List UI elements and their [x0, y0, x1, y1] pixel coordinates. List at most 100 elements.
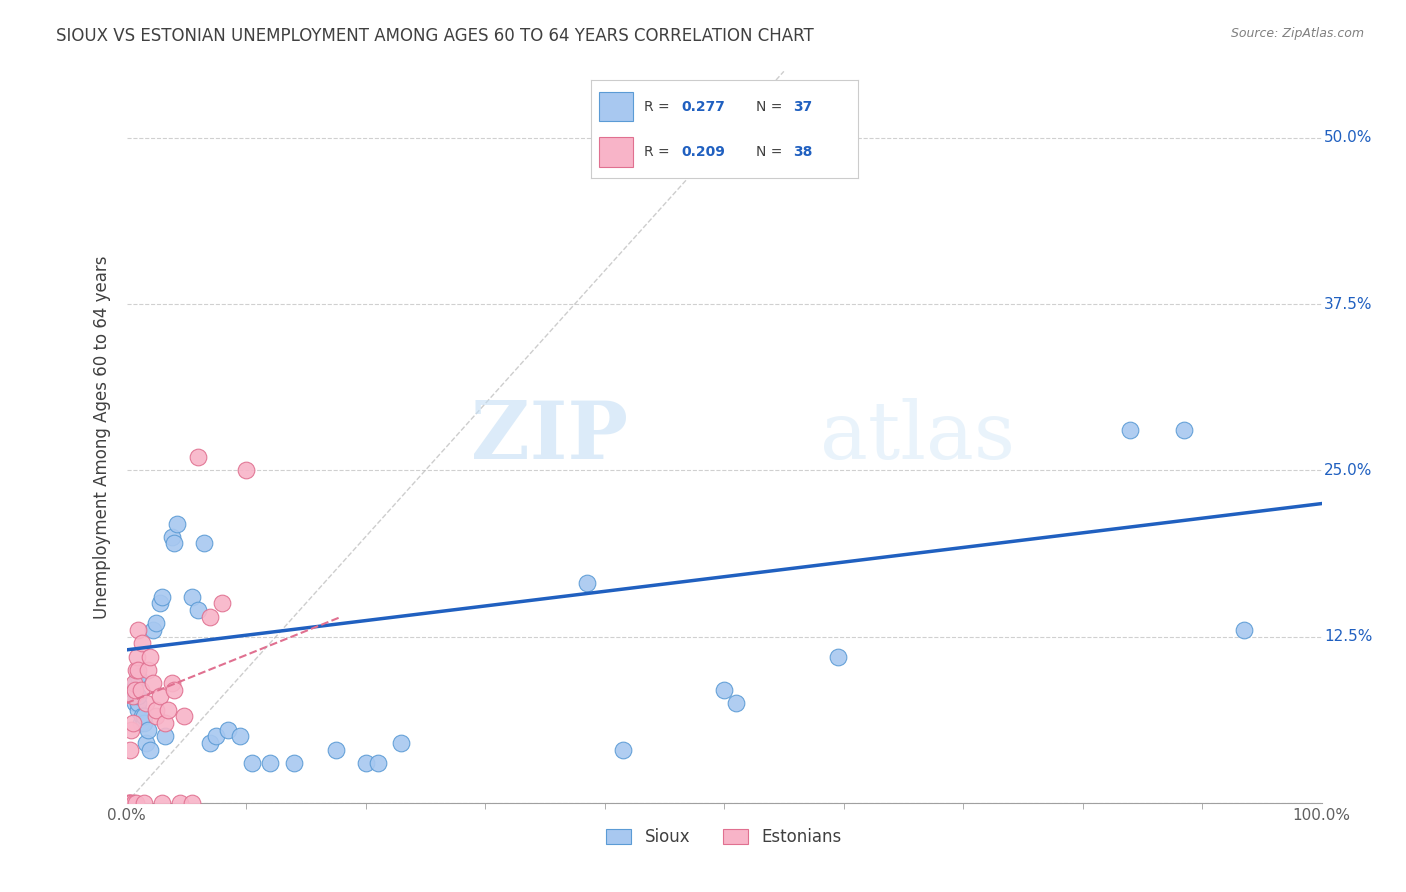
- Point: [575, 576, 598, 591]
- Point: [1233, 623, 1256, 637]
- Point: [121, 716, 143, 731]
- Point: [153, 729, 176, 743]
- Point: [139, 649, 162, 664]
- Point: [612, 742, 634, 756]
- Point: [127, 703, 149, 717]
- Point: [163, 536, 186, 550]
- Point: [193, 536, 215, 550]
- Point: [211, 596, 233, 610]
- Point: [200, 609, 222, 624]
- Point: [150, 590, 174, 604]
- Text: N =: N =: [756, 145, 787, 159]
- Point: [134, 716, 156, 731]
- Point: [235, 463, 257, 477]
- Point: [125, 687, 148, 701]
- Point: [120, 723, 142, 737]
- Point: [187, 450, 209, 464]
- Point: [149, 596, 172, 610]
- FancyBboxPatch shape: [599, 92, 633, 121]
- Point: [1119, 424, 1142, 438]
- Point: [181, 796, 204, 810]
- Point: [391, 736, 413, 750]
- Text: atlas: atlas: [820, 398, 1015, 476]
- Point: [157, 703, 180, 717]
- Point: [160, 530, 183, 544]
- Point: [127, 669, 149, 683]
- Point: [127, 623, 149, 637]
- Point: [163, 682, 186, 697]
- Point: [134, 709, 156, 723]
- Text: 0.277: 0.277: [682, 100, 725, 114]
- Text: 38: 38: [793, 145, 813, 159]
- Point: [283, 756, 305, 770]
- Point: [713, 682, 735, 697]
- Point: [200, 736, 222, 750]
- Point: [725, 696, 748, 710]
- Text: 37.5%: 37.5%: [1324, 297, 1372, 311]
- Point: [121, 682, 143, 697]
- Text: R =: R =: [644, 100, 673, 114]
- Point: [150, 796, 174, 810]
- Point: [136, 663, 159, 677]
- Point: [127, 663, 149, 677]
- Point: [118, 796, 141, 810]
- Point: [187, 603, 209, 617]
- Point: [169, 796, 191, 810]
- Point: [131, 636, 153, 650]
- Point: [122, 796, 145, 810]
- Point: [1173, 424, 1195, 438]
- Point: [127, 696, 149, 710]
- Point: [122, 676, 145, 690]
- Point: [129, 682, 152, 697]
- Point: [142, 676, 165, 690]
- Point: [121, 690, 143, 704]
- Point: [134, 796, 156, 810]
- Text: 12.5%: 12.5%: [1324, 629, 1372, 644]
- Point: [153, 716, 176, 731]
- Point: [142, 623, 165, 637]
- Legend: Sioux, Estonians: Sioux, Estonians: [599, 822, 849, 853]
- Text: 50.0%: 50.0%: [1324, 130, 1372, 145]
- Point: [827, 649, 849, 664]
- Point: [181, 590, 204, 604]
- Text: 0.209: 0.209: [682, 145, 725, 159]
- Point: [120, 796, 142, 810]
- Point: [135, 696, 157, 710]
- Y-axis label: Unemployment Among Ages 60 to 64 years: Unemployment Among Ages 60 to 64 years: [93, 255, 111, 619]
- Text: SIOUX VS ESTONIAN UNEMPLOYMENT AMONG AGES 60 TO 64 YEARS CORRELATION CHART: SIOUX VS ESTONIAN UNEMPLOYMENT AMONG AGE…: [56, 27, 814, 45]
- Point: [229, 729, 252, 743]
- Point: [240, 756, 263, 770]
- Point: [354, 756, 377, 770]
- Point: [325, 742, 347, 756]
- Point: [160, 676, 183, 690]
- Point: [135, 736, 157, 750]
- Point: [145, 616, 167, 631]
- Point: [139, 742, 162, 756]
- Text: ZIP: ZIP: [471, 398, 628, 476]
- Point: [149, 690, 172, 704]
- Point: [124, 696, 146, 710]
- Point: [145, 703, 167, 717]
- Point: [217, 723, 239, 737]
- Point: [125, 676, 148, 690]
- Point: [125, 796, 148, 810]
- Text: N =: N =: [756, 100, 787, 114]
- Point: [125, 663, 148, 677]
- Point: [366, 756, 388, 770]
- Point: [120, 742, 142, 756]
- Point: [118, 796, 141, 810]
- Point: [124, 682, 146, 697]
- Point: [259, 756, 281, 770]
- Point: [127, 690, 149, 704]
- Text: R =: R =: [644, 145, 673, 159]
- Point: [205, 729, 228, 743]
- Point: [120, 796, 142, 810]
- Point: [127, 649, 149, 664]
- Point: [129, 716, 152, 731]
- Point: [131, 709, 153, 723]
- Point: [173, 709, 195, 723]
- Point: [145, 709, 167, 723]
- Text: 25.0%: 25.0%: [1324, 463, 1372, 478]
- Text: Source: ZipAtlas.com: Source: ZipAtlas.com: [1230, 27, 1364, 40]
- Point: [166, 516, 188, 531]
